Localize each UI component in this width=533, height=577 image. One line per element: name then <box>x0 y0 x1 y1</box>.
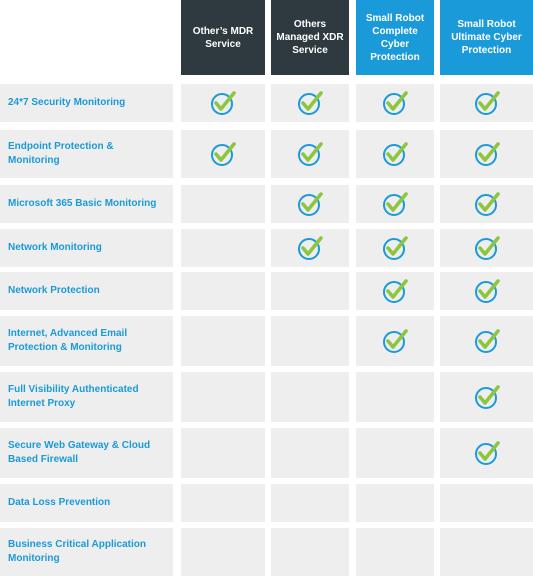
checkmark-circle-icon <box>474 328 500 354</box>
checkmark-circle-icon <box>210 141 236 167</box>
feature-label: Data Loss Prevention <box>0 484 173 522</box>
table-cell <box>356 272 434 310</box>
table-cell <box>271 272 349 310</box>
table-cell <box>356 84 434 122</box>
checkmark-circle-icon <box>297 191 323 217</box>
table-cell <box>440 372 533 422</box>
checkmark-circle-icon <box>297 90 323 116</box>
table-cell <box>181 528 265 576</box>
feature-label: 24*7 Security Monitoring <box>0 84 173 122</box>
checkmark-circle-icon <box>474 90 500 116</box>
feature-label: Business Critical Application Monitoring <box>0 528 173 576</box>
column-header-4: Small Robot Ultimate Cyber Protection <box>440 0 533 75</box>
table-cell <box>271 229 349 267</box>
checkmark-circle-icon <box>382 141 408 167</box>
checkmark-circle-icon <box>382 278 408 304</box>
table-cell <box>356 316 434 366</box>
table-cell <box>181 316 265 366</box>
feature-label: Network Monitoring <box>0 229 173 267</box>
column-header-1: Other’s MDR Service <box>181 0 265 75</box>
table-cell <box>440 185 533 223</box>
table-cell <box>271 428 349 478</box>
feature-label: Network Protection <box>0 272 173 310</box>
table-cell <box>181 272 265 310</box>
feature-label: Endpoint Protection & Monitoring <box>0 130 173 178</box>
checkmark-circle-icon <box>382 90 408 116</box>
table-cell <box>356 484 434 522</box>
table-cell <box>271 484 349 522</box>
table-cell <box>181 372 265 422</box>
checkmark-circle-icon <box>297 141 323 167</box>
checkmark-circle-icon <box>474 440 500 466</box>
checkmark-circle-icon <box>474 141 500 167</box>
table-cell <box>440 229 533 267</box>
table-cell <box>440 428 533 478</box>
column-header-2: Others Managed XDR Service <box>271 0 349 75</box>
feature-label: Secure Web Gateway & Cloud Based Firewal… <box>0 428 173 478</box>
table-cell <box>440 528 533 576</box>
checkmark-circle-icon <box>474 384 500 410</box>
table-cell <box>356 372 434 422</box>
table-cell <box>440 316 533 366</box>
checkmark-circle-icon <box>297 235 323 261</box>
checkmark-circle-icon <box>382 328 408 354</box>
feature-label: Full Visibility Authenticated Internet P… <box>0 372 173 422</box>
table-cell <box>356 229 434 267</box>
table-cell <box>271 130 349 178</box>
checkmark-circle-icon <box>382 235 408 261</box>
checkmark-circle-icon <box>474 278 500 304</box>
table-cell <box>356 130 434 178</box>
table-cell <box>440 272 533 310</box>
table-cell <box>181 229 265 267</box>
table-cell <box>271 372 349 422</box>
column-header-3: Small Robot Complete Cyber Protection <box>356 0 434 75</box>
checkmark-circle-icon <box>210 90 236 116</box>
table-cell <box>181 84 265 122</box>
table-cell <box>181 484 265 522</box>
feature-label: Microsoft 365 Basic Monitoring <box>0 185 173 223</box>
table-cell <box>271 528 349 576</box>
table-cell <box>181 185 265 223</box>
checkmark-circle-icon <box>474 191 500 217</box>
table-cell <box>271 316 349 366</box>
checkmark-circle-icon <box>474 235 500 261</box>
table-cell <box>440 84 533 122</box>
checkmark-circle-icon <box>382 191 408 217</box>
table-cell <box>271 84 349 122</box>
table-cell <box>181 428 265 478</box>
table-cell <box>440 130 533 178</box>
table-cell <box>440 484 533 522</box>
table-cell <box>356 428 434 478</box>
table-cell <box>181 130 265 178</box>
table-cell <box>356 528 434 576</box>
table-cell <box>356 185 434 223</box>
feature-label: Internet, Advanced Email Protection & Mo… <box>0 316 173 366</box>
table-cell <box>271 185 349 223</box>
